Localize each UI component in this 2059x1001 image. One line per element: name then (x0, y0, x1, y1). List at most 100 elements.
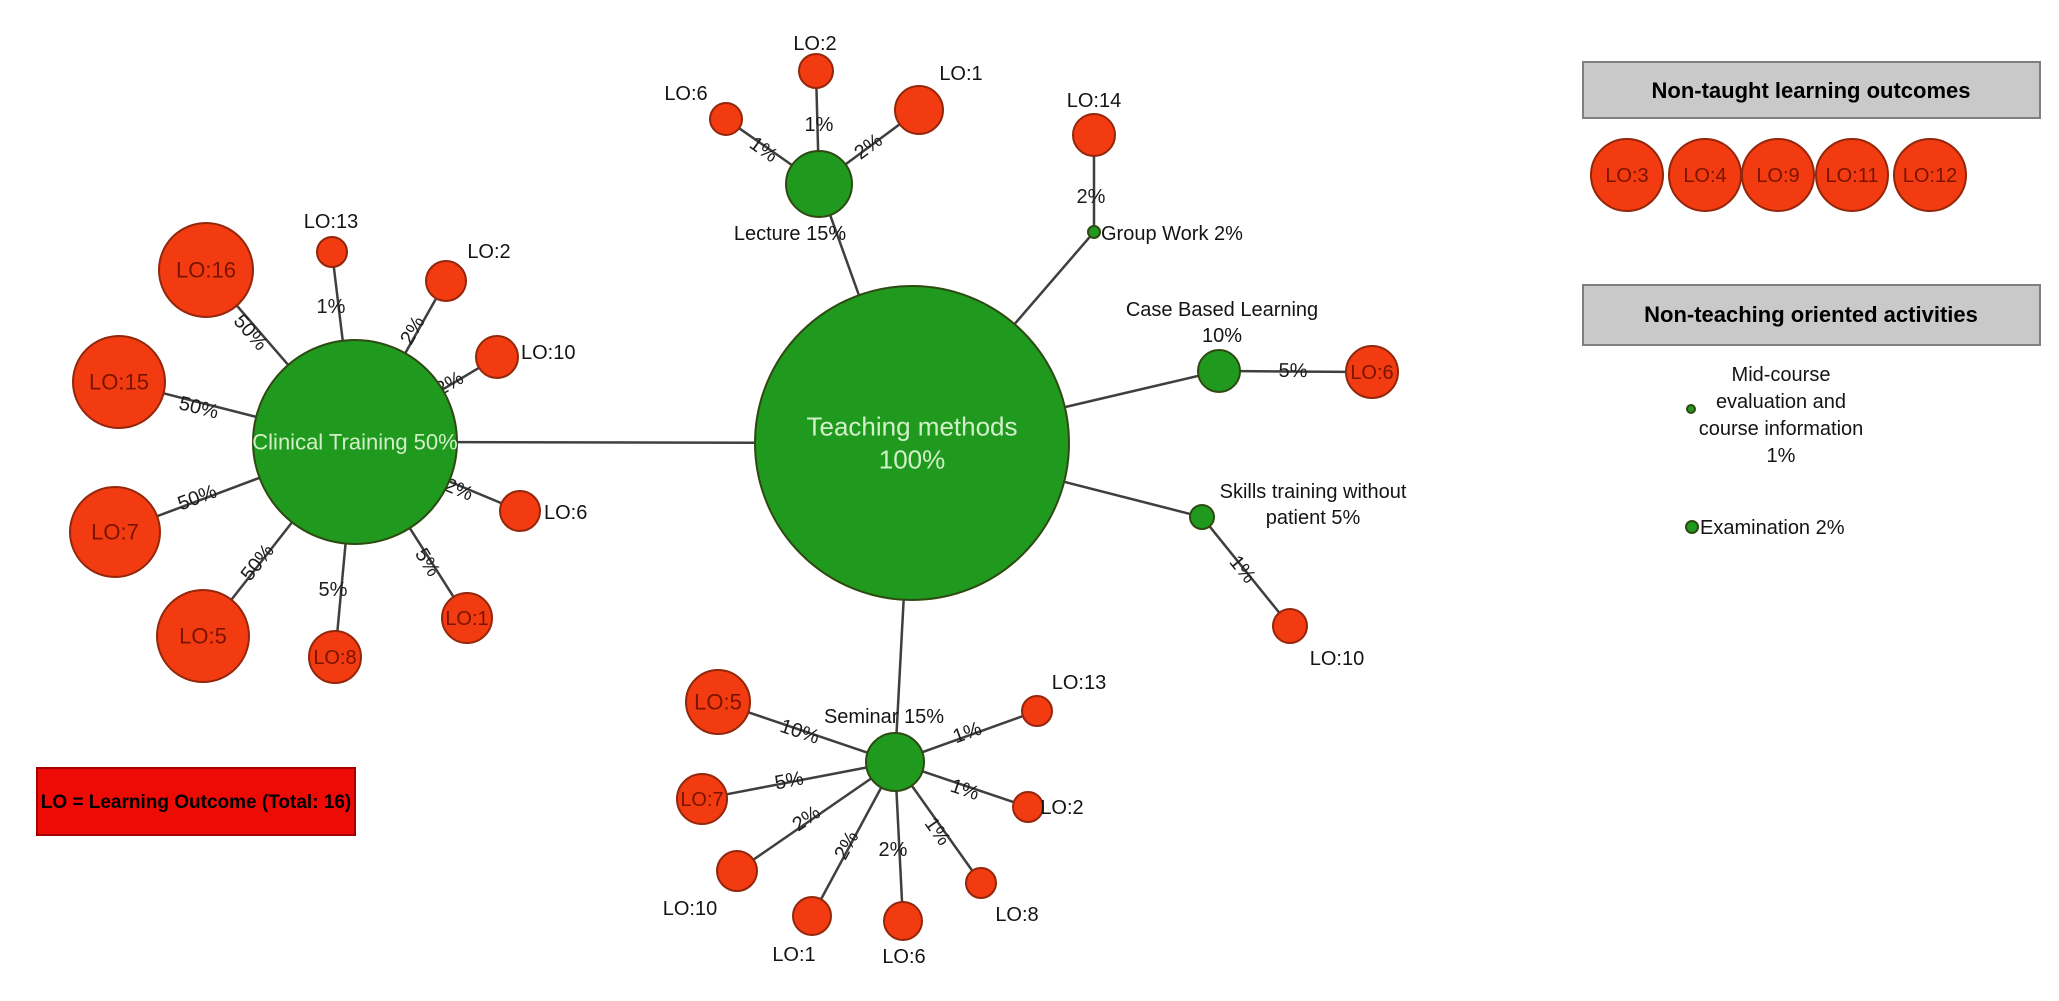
edge-seminar-sem-lo2 (922, 770, 1015, 804)
node-label-gw-lo14: LO:14 (1067, 90, 1121, 112)
node-gw-lo14 (1072, 113, 1116, 157)
node-text-cbl-lo6: LO:6 (1350, 362, 1393, 384)
edge-label-seminar-sem-lo1: 2% (830, 827, 863, 863)
node-sem-lo1 (792, 896, 832, 936)
node-label-ct-lo2: LO:2 (467, 241, 510, 263)
edge-clinical-training-ct-lo1 (408, 527, 455, 598)
node-label-sem-lo6: LO:6 (882, 946, 925, 968)
edge-teaching-methods-group-work (1013, 235, 1092, 325)
node-label-sem-lo1: LO:1 (772, 944, 815, 966)
node-lecture (785, 150, 853, 218)
node-label-seminar: Seminar 15% (824, 706, 944, 728)
node-ct-lo7 (69, 486, 161, 578)
examination-text: Examination 2% (1700, 517, 1845, 539)
edge-label-seminar-sem-lo6: 2% (879, 839, 908, 861)
edge-label-clinical-training-ct-lo7: 50% (175, 481, 220, 516)
edge-lecture-lec-lo6 (738, 127, 793, 167)
edge-teaching-methods-skills-training (1063, 480, 1191, 516)
node-text-clinical-training: Clinical Training 50% (252, 430, 457, 455)
node-sem-lo13 (1021, 695, 1053, 727)
node-text-ct-lo5: LO:5 (179, 624, 227, 649)
edge-clinical-training-ct-lo16 (235, 304, 290, 366)
node-label-group-work: Group Work 2% (1101, 223, 1243, 245)
edge-label-seminar-sem-lo2: 1% (947, 775, 982, 805)
node-text-ct-lo16: LO:16 (176, 258, 236, 283)
node-text-sem-lo7: LO:7 (680, 789, 723, 811)
node-teaching-methods (754, 285, 1070, 601)
node-sem-lo6 (883, 901, 923, 941)
edge-skills-training-sk-lo10 (1208, 525, 1281, 614)
node-ct-lo1 (441, 592, 493, 644)
node-text-ct-lo1: LO:1 (445, 608, 488, 630)
node-sem-lo2 (1012, 791, 1044, 823)
node-label-sem-lo2: LO:2 (1040, 797, 1083, 819)
node-sk-lo10 (1272, 608, 1308, 644)
non-taught-circle-lo3 (1590, 138, 1664, 212)
edge-seminar-sem-lo1 (819, 786, 883, 900)
node-lec-lo6 (709, 102, 743, 136)
node-label-sem-lo13: LO:13 (1052, 672, 1106, 694)
node-ct-lo2 (425, 260, 467, 302)
edge-label-seminar-sem-lo8: 1% (920, 813, 955, 849)
node-label-ct-lo13: LO:13 (304, 211, 358, 233)
edge-teaching-methods-lecture (828, 214, 861, 296)
edge-lecture-lec-lo1 (844, 123, 901, 166)
edge-lecture-lec-lo2 (815, 87, 820, 152)
edge-clinical-training-ct-lo13 (332, 266, 344, 341)
edge-label-group-work-gw-lo14: 2% (1077, 186, 1106, 208)
node-ct-lo16 (158, 222, 254, 318)
edge-clinical-training-ct-lo7 (156, 476, 260, 518)
node-text-teaching-methods: Teaching methods 100% (806, 412, 1017, 475)
edge-clinical-training-ct-lo5 (230, 521, 294, 601)
edge-seminar-sem-lo10 (752, 777, 872, 861)
node-sem-lo8 (965, 867, 997, 899)
non-taught-circle-lo9 (1741, 138, 1815, 212)
mid-course-evaluation-dot (1686, 404, 1696, 414)
node-label-sem-lo10: LO:10 (663, 898, 717, 920)
node-clinical-training (252, 339, 458, 545)
node-cbl-lo6 (1345, 345, 1399, 399)
non-taught-label-4: LO:12 (1903, 165, 1957, 187)
node-label-case-based-learning: Case Based Learning 10% (1126, 299, 1318, 347)
edge-seminar-sem-lo7 (726, 766, 867, 796)
edge-clinical-training-ct-lo8 (336, 543, 347, 632)
node-lec-lo1 (894, 85, 944, 135)
node-label-skills-training: Skills training without patient 5% (1220, 481, 1407, 529)
node-ct-lo5 (156, 589, 250, 683)
node-sem-lo5 (685, 669, 751, 735)
edge-clinical-training-ct-lo6 (448, 480, 503, 505)
edge-clinical-training-ct-lo15 (163, 392, 257, 419)
node-label-sk-lo10: LO:10 (1310, 648, 1364, 670)
edge-seminar-sem-lo6 (895, 790, 904, 903)
node-seminar (865, 732, 925, 792)
node-text-ct-lo15: LO:15 (89, 370, 149, 395)
node-text-ct-lo8: LO:8 (313, 647, 356, 669)
edge-label-clinical-training-ct-lo8: 5% (319, 579, 348, 601)
node-text-ct-lo7: LO:7 (91, 520, 139, 545)
examination-dot (1685, 520, 1699, 534)
non-taught-label-1: LO:4 (1683, 165, 1726, 187)
edge-seminar-sem-lo8 (910, 784, 974, 872)
node-label-ct-lo6: LO:6 (544, 502, 587, 524)
node-label-lec-lo1: LO:1 (939, 63, 982, 85)
edge-teaching-methods-clinical-training (456, 440, 756, 444)
node-ct-lo15 (72, 335, 166, 429)
non-taught-circle-lo12 (1893, 138, 1967, 212)
node-label-sem-lo8: LO:8 (995, 904, 1038, 926)
node-ct-lo8 (308, 630, 362, 684)
node-ct-lo6 (499, 490, 541, 532)
non-teaching-header-box (1582, 284, 2041, 346)
right-panel-layer: LO:3 LO:4 LO:9 LO:11 LO:12 Mid-course evaluati… (1590, 138, 1967, 539)
node-label-ct-lo10: LO:10 (521, 342, 575, 364)
edge-label-seminar-sem-lo13: 1% (950, 718, 985, 749)
edge-label-lecture-lec-lo1: 2% (850, 129, 886, 164)
edge-clinical-training-ct-lo2 (404, 297, 438, 354)
edge-seminar-sem-lo13 (921, 714, 1024, 754)
node-case-based-learning (1197, 349, 1241, 393)
node-label-lec-lo2: LO:2 (793, 33, 836, 55)
node-text-sem-lo5: LO:5 (694, 690, 742, 715)
non-taught-label-0: LO:3 (1605, 165, 1648, 187)
node-lec-lo2 (798, 53, 834, 89)
node-ct-lo10 (475, 335, 519, 379)
